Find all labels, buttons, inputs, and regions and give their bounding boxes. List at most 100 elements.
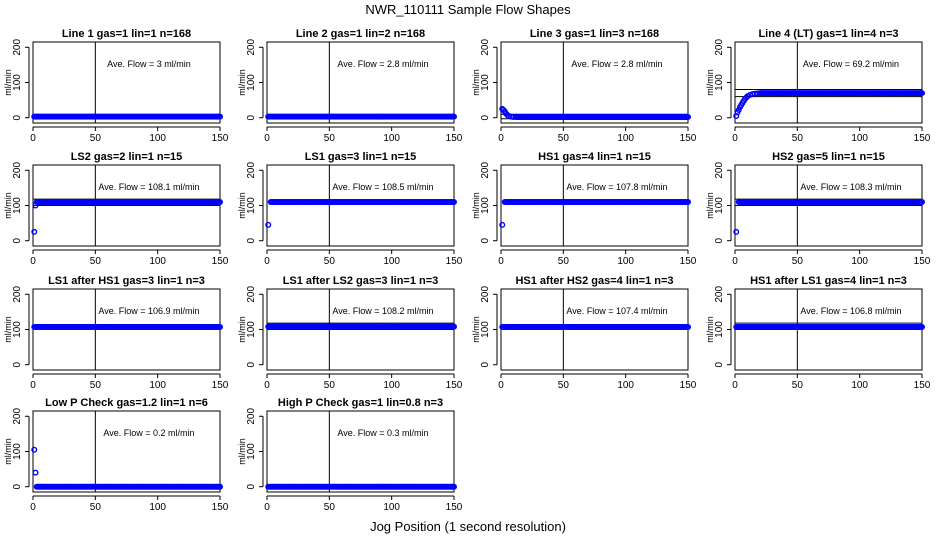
x-tick-label: 150 (914, 256, 931, 267)
data-point (32, 469, 39, 476)
panel-title: LS2 gas=2 lin=1 n=15 (71, 151, 183, 163)
data-point (215, 198, 222, 205)
data-point (215, 483, 222, 490)
data-point (917, 90, 924, 97)
x-tick-label: 0 (30, 133, 36, 144)
plot-frame (266, 41, 455, 124)
y-tick-label: 100 (480, 321, 491, 338)
y-tick-label: 0 (480, 114, 491, 120)
y-tick-label: 100 (246, 443, 257, 460)
y-tick-label: 0 (246, 483, 257, 489)
y-tick-label: 0 (480, 361, 491, 367)
x-tick-label: 100 (149, 133, 166, 144)
x-tick-label: 50 (324, 502, 336, 513)
average-flow-annotation: Ave. Flow = 107.8 ml/min (566, 182, 667, 192)
x-tick-label: 0 (498, 256, 504, 267)
x-tick-label: 0 (498, 133, 504, 144)
y-axis-label: ml/min (237, 316, 247, 343)
data-point (215, 113, 222, 120)
y-tick-label: 0 (12, 237, 23, 243)
panel-1: Line 1 gas=1 lin=1 n=168 0 50 100 150 0 100 200… (3, 28, 229, 144)
panel-title: High P Check gas=1 lin=0.8 n=3 (278, 397, 443, 409)
x-tick-label: 150 (446, 133, 463, 144)
y-axis-label: ml/min (3, 192, 13, 219)
average-flow-annotation: Ave. Flow = 106.9 ml/min (98, 306, 199, 316)
x-tick-label: 50 (90, 502, 102, 513)
average-flow-annotation: Ave. Flow = 108.5 ml/min (332, 182, 433, 192)
panel-grid: Line 1 gas=1 lin=1 n=168 0 50 100 150 0 100 200… (3, 28, 931, 513)
y-tick-label: 200 (246, 39, 257, 56)
panel-14: High P Check gas=1 lin=0.8 n=3 0 50 100 150 0… (237, 397, 463, 513)
panel-title: Line 3 gas=1 lin=3 n=168 (530, 28, 659, 40)
data-point (215, 324, 222, 331)
x-tick-label: 50 (792, 256, 804, 267)
y-tick-label: 0 (246, 114, 257, 120)
average-flow-annotation: Ave. Flow = 69.2 ml/min (803, 59, 899, 69)
data-point (917, 198, 924, 205)
data-point (733, 228, 740, 235)
y-tick-label: 200 (246, 408, 257, 425)
data-point (735, 106, 742, 113)
x-tick-label: 0 (732, 256, 738, 267)
panel-8: HS2 gas=5 lin=1 n=15 0 50 100 150 0 100 200 ml/m… (705, 151, 931, 267)
y-tick-label: 0 (12, 361, 23, 367)
x-tick-label: 150 (212, 256, 229, 267)
average-flow-annotation: Ave. Flow = 108.2 ml/min (332, 306, 433, 316)
data-point (449, 113, 456, 120)
panel-title: LS1 after LS2 gas=3 lin=1 n=3 (283, 275, 439, 287)
x-tick-label: 100 (617, 133, 634, 144)
x-tick-label: 150 (680, 256, 697, 267)
x-tick-label: 150 (212, 133, 229, 144)
data-point (683, 198, 690, 205)
y-axis-label: ml/min (3, 438, 13, 465)
data-point (449, 198, 456, 205)
y-tick-label: 100 (246, 74, 257, 91)
y-axis-label: ml/min (237, 69, 247, 96)
panel-title: LS1 gas=3 lin=1 n=15 (305, 151, 417, 163)
x-tick-label: 0 (264, 380, 270, 391)
plot-frame (32, 410, 221, 493)
y-tick-label: 200 (12, 408, 23, 425)
plot-frame (500, 164, 689, 247)
x-tick-label: 100 (851, 256, 868, 267)
data-point (31, 446, 38, 453)
panel-9: LS1 after HS1 gas=3 lin=1 n=3 0 50 100 150 0 1… (3, 275, 229, 391)
x-tick-label: 100 (383, 380, 400, 391)
x-tick-label: 150 (212, 380, 229, 391)
y-tick-label: 0 (246, 361, 257, 367)
data-point (449, 323, 456, 330)
panel-title: Line 2 gas=1 lin=2 n=168 (296, 28, 425, 40)
x-tick-label: 0 (264, 502, 270, 513)
x-tick-label: 100 (383, 256, 400, 267)
x-tick-label: 50 (90, 256, 102, 267)
main-title: NWR_110111 Sample Flow Shapes (365, 2, 571, 17)
plot-frame (500, 41, 689, 124)
x-tick-label: 150 (680, 380, 697, 391)
x-tick-label: 100 (851, 380, 868, 391)
x-tick-label: 100 (383, 133, 400, 144)
plot-frame (266, 164, 455, 247)
y-tick-label: 100 (246, 197, 257, 214)
y-tick-label: 200 (12, 162, 23, 179)
data-point (31, 228, 38, 235)
y-tick-label: 0 (12, 114, 23, 120)
x-tick-label: 50 (90, 133, 102, 144)
x-tick-label: 0 (30, 380, 36, 391)
y-tick-label: 0 (714, 237, 725, 243)
y-tick-label: 200 (246, 286, 257, 303)
x-tick-label: 50 (324, 380, 336, 391)
x-tick-label: 150 (914, 133, 931, 144)
average-flow-annotation: Ave. Flow = 0.3 ml/min (337, 428, 428, 438)
y-tick-label: 100 (480, 74, 491, 91)
x-tick-label: 150 (446, 502, 463, 513)
y-tick-label: 0 (480, 237, 491, 243)
average-flow-annotation: Ave. Flow = 108.3 ml/min (800, 182, 901, 192)
y-tick-label: 100 (246, 321, 257, 338)
y-axis-label: ml/min (471, 316, 481, 343)
data-point (917, 324, 924, 331)
y-tick-label: 200 (246, 162, 257, 179)
panel-4: Line 4 (LT) gas=1 lin=4 n=3 0 50 100 150 0 100… (705, 28, 931, 144)
y-axis-label: ml/min (471, 192, 481, 219)
